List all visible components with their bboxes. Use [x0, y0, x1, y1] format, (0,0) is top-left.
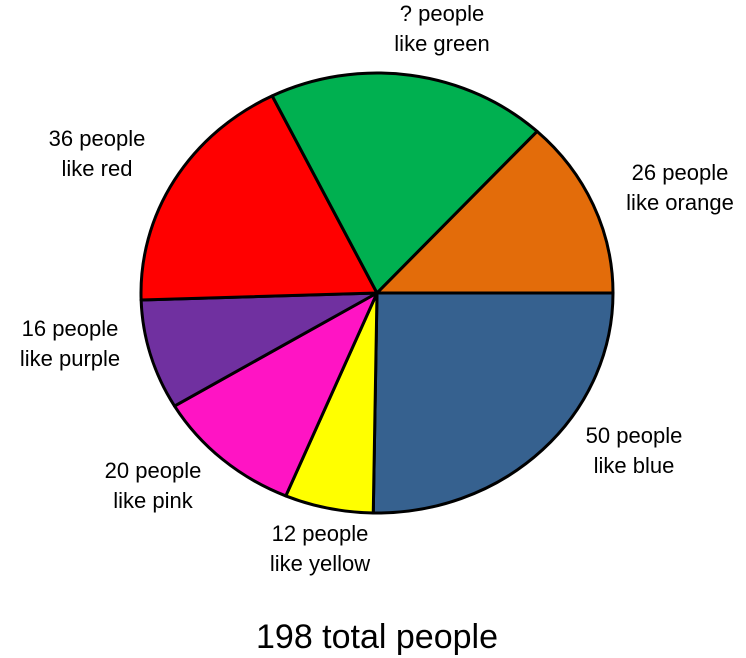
- slice-label-line: 36 people: [49, 126, 146, 151]
- slice-label-green: ? people like green: [394, 1, 489, 56]
- slice-label-line: 16 people: [22, 316, 119, 341]
- slice-label-line: like pink: [113, 488, 193, 513]
- slice-label-yellow: 12 people like yellow: [270, 521, 370, 576]
- pie-slice-orange: [375, 129, 615, 295]
- pie-slice-pink: [173, 291, 379, 498]
- slice-label-line: 26 people: [632, 160, 729, 185]
- slice-label-blue: 50 people like blue: [586, 423, 683, 478]
- slice-label-line: 20 people: [105, 458, 202, 483]
- pie-slice-red: [139, 94, 379, 302]
- slice-label-line: 50 people: [586, 423, 683, 448]
- pie-slices: [139, 71, 615, 515]
- slice-label-red: 36 people like red: [49, 126, 146, 181]
- slice-label-purple: 16 people like purple: [20, 316, 120, 371]
- pie-labels: 50 people like blue 12 people like yellow 20…: [20, 1, 734, 576]
- slice-label-line: like blue: [594, 453, 675, 478]
- slice-label-line: like purple: [20, 346, 120, 371]
- slice-label-orange: 26 people like orange: [626, 160, 734, 215]
- slice-label-line: like green: [394, 31, 489, 56]
- pie-slice-purple: [139, 291, 379, 408]
- total-people-label: 198 total people: [256, 618, 498, 656]
- pie-slice-blue: [371, 291, 615, 515]
- pie-slice-green: [270, 71, 539, 295]
- slice-label-line: like red: [62, 156, 133, 181]
- slice-label-pink: 20 people like pink: [105, 458, 202, 513]
- slice-label-line: ? people: [400, 1, 484, 26]
- slice-label-line: like yellow: [270, 551, 370, 576]
- slice-label-line: like orange: [626, 190, 734, 215]
- slice-label-line: 12 people: [272, 521, 369, 546]
